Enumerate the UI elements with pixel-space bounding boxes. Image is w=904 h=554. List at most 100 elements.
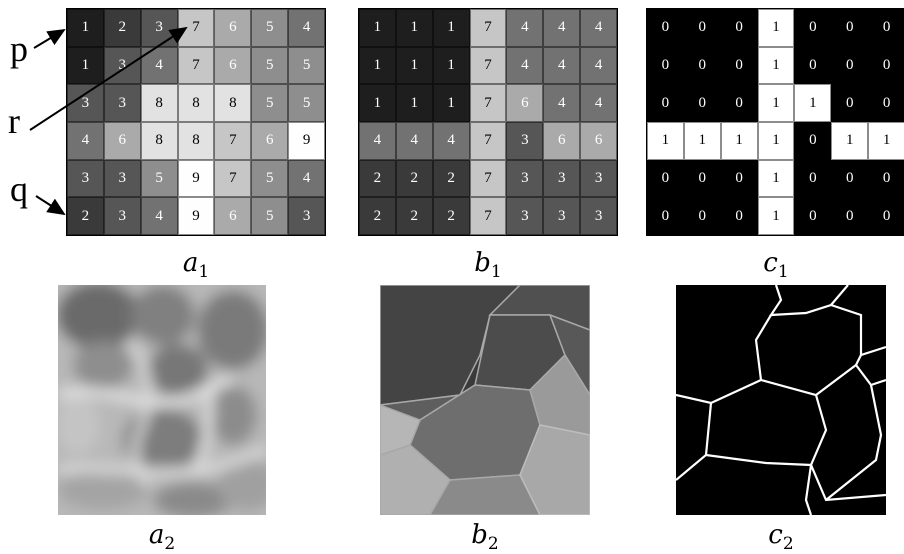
- grid-a1-cell: 5: [288, 84, 325, 122]
- grid-a1-cell: 7: [177, 46, 215, 85]
- grid-a1-cell: 5: [288, 46, 325, 85]
- grid-b1-cell: 2: [359, 197, 396, 235]
- grid-a1-cell: 5: [251, 197, 289, 235]
- grid-b1-cell: 2: [432, 197, 470, 235]
- grid-c1-cell: 0: [868, 84, 904, 122]
- grid-a1-cell: 3: [103, 46, 141, 85]
- grid-c1-cell: 1: [683, 122, 721, 160]
- grid-a1-cell: 2: [103, 9, 141, 47]
- grid-b1-cell: 7: [469, 122, 507, 160]
- grid-a1-cell: 7: [214, 159, 252, 198]
- arrow-p: [33, 28, 66, 49]
- grid-a1-cell: 4: [288, 159, 325, 198]
- grid-b1-cell: 7: [469, 84, 507, 122]
- grid-c1-cell: 0: [831, 84, 869, 122]
- grid-a1-cell: 5: [251, 9, 289, 47]
- grid-b1-cell: 4: [432, 122, 470, 160]
- grid-c1-cell: 0: [831, 46, 869, 85]
- grid-c1-cell: 1: [757, 122, 795, 160]
- grid-c1-cell: 0: [831, 9, 869, 47]
- grid-c1-cell: 0: [868, 46, 904, 85]
- grid-a1-cell: 6: [214, 9, 252, 47]
- caption-c1: c1: [763, 248, 789, 283]
- grid-b1-cell: 1: [395, 84, 433, 122]
- grid-c1-cell: 0: [720, 159, 758, 198]
- grid-b1-cell: 4: [543, 46, 581, 85]
- grid-a1-cell: 2: [67, 197, 104, 235]
- grid-c1-cell: 0: [831, 159, 869, 198]
- grid-c1-cell: 0: [683, 9, 721, 47]
- grid-a1-cell: 4: [140, 46, 178, 85]
- grid-c1-cell: 0: [683, 84, 721, 122]
- grid-a1-cell: 4: [67, 122, 104, 160]
- grid-b1-cell: 3: [506, 197, 544, 235]
- grid-b1-cell: 6: [506, 84, 544, 122]
- grid-c1-cell: 0: [794, 122, 832, 160]
- grid-c1-cell: 0: [720, 84, 758, 122]
- grid-b1-cell: 1: [359, 84, 396, 122]
- grid-a1-cell: 3: [103, 197, 141, 235]
- grid-b1-cell: 2: [359, 159, 396, 198]
- grid-a1-cell: 8: [140, 122, 178, 160]
- grid-c1-cell: 0: [794, 197, 832, 235]
- grid-a1-cell: 7: [214, 122, 252, 160]
- grid-a1-cell: 8: [140, 84, 178, 122]
- grid-b1-cell: 4: [506, 46, 544, 85]
- grid-b1-cell: 3: [543, 159, 581, 198]
- grid-c1-cell: 1: [868, 122, 904, 160]
- grid-c1-cell: 1: [647, 122, 684, 160]
- grid-c1-cell: 1: [794, 84, 832, 122]
- grid-b1-cell: 7: [469, 159, 507, 198]
- caption-b2: b2: [471, 520, 499, 554]
- grid-b1-cell: 4: [506, 9, 544, 47]
- grid-a1-cell: 1: [67, 46, 104, 85]
- grid-c1-cell: 1: [757, 46, 795, 85]
- grid-b1-cell: 4: [543, 84, 581, 122]
- grid-c1-cell: 0: [683, 159, 721, 198]
- grid-b1-cell: 1: [432, 84, 470, 122]
- grid-b1-cell: 1: [395, 46, 433, 85]
- grid-c1-cell: 1: [757, 197, 795, 235]
- grid-b1-cell: 3: [543, 197, 581, 235]
- grid-c1-cell: 0: [794, 159, 832, 198]
- grid-b1-cell: 2: [395, 197, 433, 235]
- grid-b1-cell: 6: [580, 122, 617, 160]
- caption-c2: c2: [768, 520, 794, 554]
- grid-c1-cell: 0: [647, 84, 684, 122]
- grid-b1-cell: 4: [580, 84, 617, 122]
- grid-b1-cell: 3: [506, 159, 544, 198]
- grid-a1-cell: 3: [67, 84, 104, 122]
- grid-a1-cell: 4: [140, 197, 178, 235]
- grid-c1-cell: 0: [647, 46, 684, 85]
- caption-b1: b1: [474, 248, 502, 283]
- arrow-q: [35, 195, 66, 216]
- grid-b1-cell: 1: [359, 46, 396, 85]
- grid-a1-cell: 1: [67, 9, 104, 47]
- marker-p-label: p: [10, 29, 28, 69]
- grid-b1-cell: 7: [469, 197, 507, 235]
- grid-c1-cell: 0: [647, 9, 684, 47]
- grid-b1-cell: 7: [469, 9, 507, 47]
- grid-a1-cell: 3: [67, 159, 104, 198]
- grid-b1-cell: 4: [580, 9, 617, 47]
- grid-a1-cell: 8: [214, 84, 252, 122]
- grid-c1-cell: 0: [683, 197, 721, 235]
- grid-a1-cell: 9: [177, 159, 215, 198]
- grid-a1-cell: 8: [177, 84, 215, 122]
- grid-b1-cell: 2: [395, 159, 433, 198]
- grid-b1-cell: 1: [432, 9, 470, 47]
- image-c2: [676, 285, 886, 515]
- grid-b1-cell: 4: [359, 122, 396, 160]
- grid-a1-cell: 6: [214, 46, 252, 85]
- grid-c1-cell: 1: [831, 122, 869, 160]
- grid-c1-cell: 1: [720, 122, 758, 160]
- grid-b1-cell: 3: [580, 197, 617, 235]
- grid-b1-cell: 1: [359, 9, 396, 47]
- grid-b1-cell: 3: [580, 159, 617, 198]
- caption-a1: a1: [182, 248, 210, 283]
- image-b2: [380, 285, 590, 515]
- grid-a1-cell: 9: [177, 197, 215, 235]
